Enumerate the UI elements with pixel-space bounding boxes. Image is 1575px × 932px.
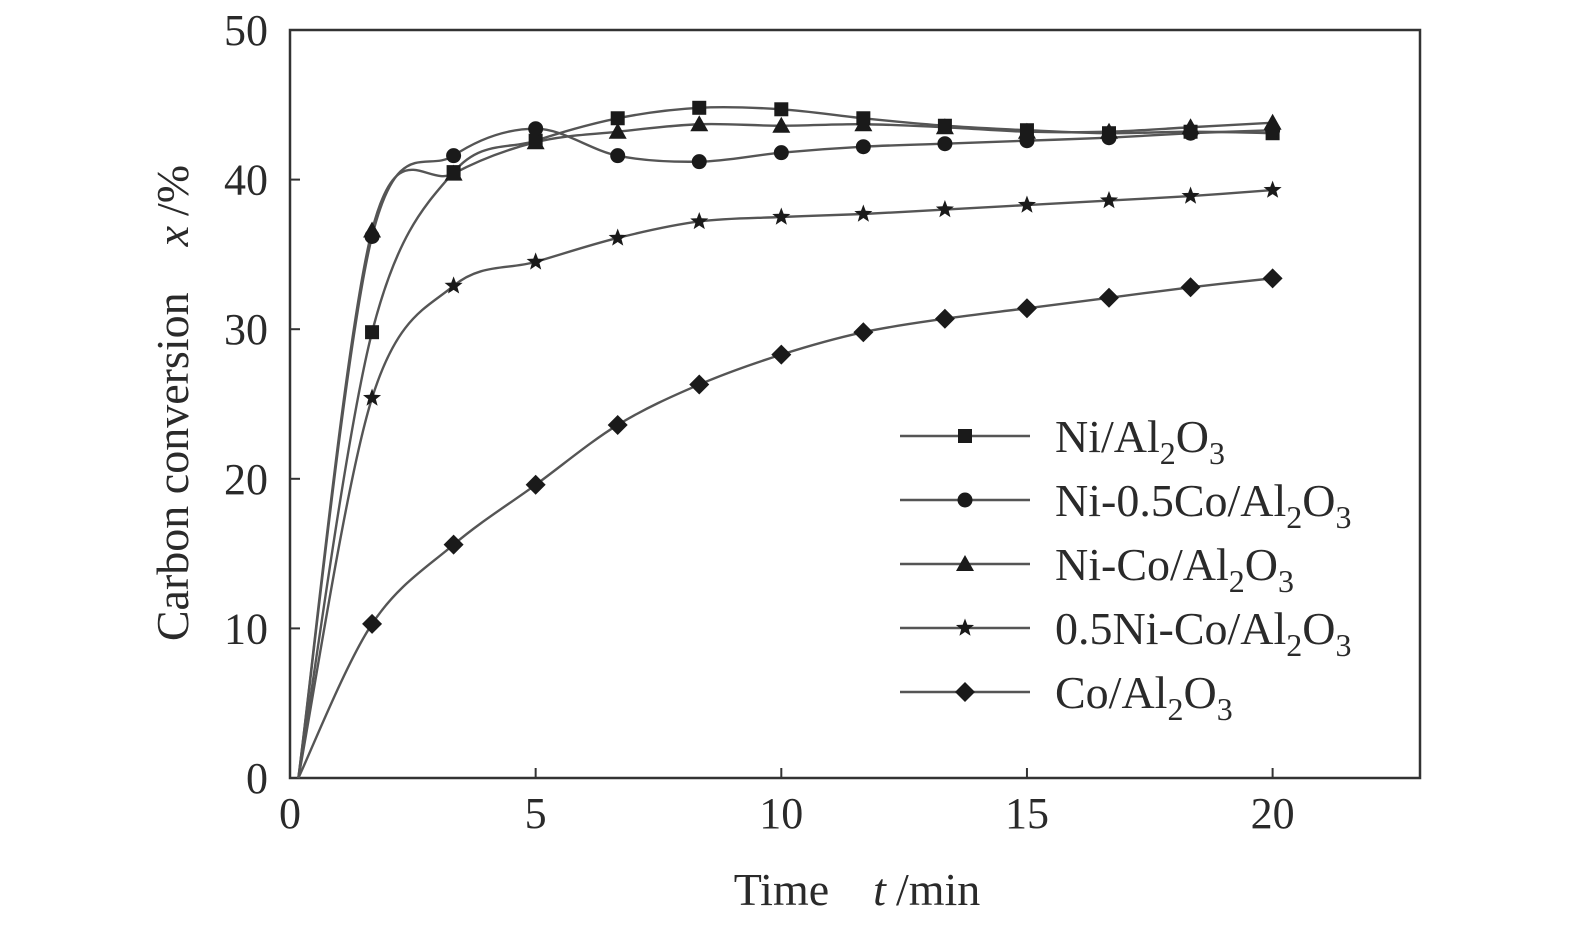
- legend-label: 0.5Ni-Co/Al2O3: [1055, 603, 1352, 663]
- data-point-triangle-marker: [363, 221, 382, 238]
- x-axis-title: Time t/min: [734, 864, 981, 915]
- data-point-diamond-marker: [607, 414, 628, 435]
- data-point-circle-marker: [528, 121, 544, 137]
- legend-star-marker: [955, 618, 975, 636]
- data-point-star-marker: [444, 276, 463, 294]
- legend-label: Ni-0.5Co/Al2O3: [1055, 475, 1352, 535]
- data-point-diamond-marker: [525, 474, 546, 495]
- data-point-diamond-marker: [934, 308, 955, 329]
- data-point-triangle-marker: [526, 133, 545, 150]
- data-point-diamond-marker: [362, 613, 383, 634]
- data-point-star-marker: [1181, 186, 1200, 204]
- plot-frame: [288, 28, 1422, 780]
- x-axis-label: Time: [734, 864, 829, 915]
- data-point-square-marker: [692, 100, 707, 115]
- x-tick-label: 5: [525, 789, 547, 838]
- data-point-diamond-marker: [689, 374, 710, 395]
- data-point-diamond-marker: [1099, 287, 1120, 308]
- data-point-triangle-marker: [772, 116, 791, 133]
- data-point-star-marker: [690, 211, 709, 230]
- x-axis-unit: /min: [896, 864, 980, 915]
- y-tick-label: 40: [224, 156, 268, 205]
- data-point-square-marker: [774, 102, 789, 117]
- y-tick-label: 20: [224, 455, 268, 504]
- x-axis-variable: t: [873, 864, 887, 915]
- data-point-star-marker: [1017, 195, 1036, 213]
- axes: 0 5 10 15 20 0 10 20 30 40 50: [224, 6, 1295, 838]
- data-point-triangle-marker: [935, 118, 954, 135]
- data-point-square-marker: [365, 325, 380, 340]
- legend-triangle-marker: [956, 555, 974, 571]
- data-point-triangle-marker: [1181, 118, 1200, 135]
- data-point-star-marker: [608, 228, 627, 246]
- legend-label: Co/Al2O3: [1055, 667, 1233, 727]
- data-point-star-marker: [854, 204, 873, 222]
- data-point-triangle-marker: [444, 164, 463, 181]
- data-point-diamond-marker: [1016, 298, 1037, 319]
- data-point-circle-marker: [610, 148, 626, 164]
- y-axis-label: Carbon conversion: [147, 292, 198, 641]
- data-point-diamond-marker: [853, 322, 874, 343]
- data-point-diamond-marker: [771, 344, 792, 365]
- data-point-diamond-marker: [1262, 268, 1283, 289]
- data-point-star-marker: [935, 200, 954, 218]
- data-point-circle-marker: [773, 145, 789, 161]
- y-axis-unit: /%: [147, 165, 198, 216]
- data-point-triangle-marker: [690, 115, 709, 132]
- data-point-star-marker: [1099, 191, 1119, 209]
- data-point-star-marker: [526, 252, 545, 270]
- legend-circle-marker: [957, 492, 973, 508]
- data-point-diamond-marker: [1180, 277, 1201, 298]
- y-tick-label: 0: [246, 754, 268, 803]
- legend-label: Ni-Co/Al2O3: [1055, 539, 1294, 599]
- x-tick-label: 15: [1005, 789, 1049, 838]
- series-line-4: [297, 188, 1273, 779]
- series-markers: [362, 100, 1283, 634]
- data-point-square-marker: [610, 111, 625, 126]
- data-point-circle-marker: [691, 154, 707, 170]
- x-tick-label: 0: [279, 789, 301, 838]
- data-point-star-marker: [1263, 180, 1282, 198]
- data-point-triangle-marker: [608, 122, 627, 139]
- legend: Ni/Al2O3Ni-0.5Co/Al2O3Ni-Co/Al2O30.5Ni-C…: [900, 411, 1352, 727]
- data-point-star-marker: [363, 388, 382, 406]
- data-point-triangle-marker: [854, 115, 873, 132]
- y-tick-label: 10: [224, 604, 268, 653]
- data-point-triangle-marker: [1100, 122, 1119, 139]
- y-axis-title: Carbon conversion x /%: [147, 165, 198, 641]
- data-point-star-marker: [772, 207, 791, 225]
- data-point-circle-marker: [937, 136, 953, 152]
- data-point-triangle-marker: [1263, 113, 1282, 130]
- x-tick-label: 10: [759, 789, 803, 838]
- data-point-triangle-marker: [1017, 122, 1036, 139]
- legend-label: Ni/Al2O3: [1055, 411, 1225, 471]
- legend-diamond-marker: [955, 682, 975, 702]
- y-axis-variable: x: [147, 225, 198, 247]
- x-tick-label: 20: [1251, 789, 1295, 838]
- y-tick-label: 30: [224, 305, 268, 354]
- legend-square-marker: [958, 429, 972, 443]
- y-tick-label: 50: [224, 6, 268, 55]
- data-point-circle-marker: [446, 148, 462, 164]
- data-point-diamond-marker: [443, 534, 464, 555]
- data-point-circle-marker: [855, 139, 871, 155]
